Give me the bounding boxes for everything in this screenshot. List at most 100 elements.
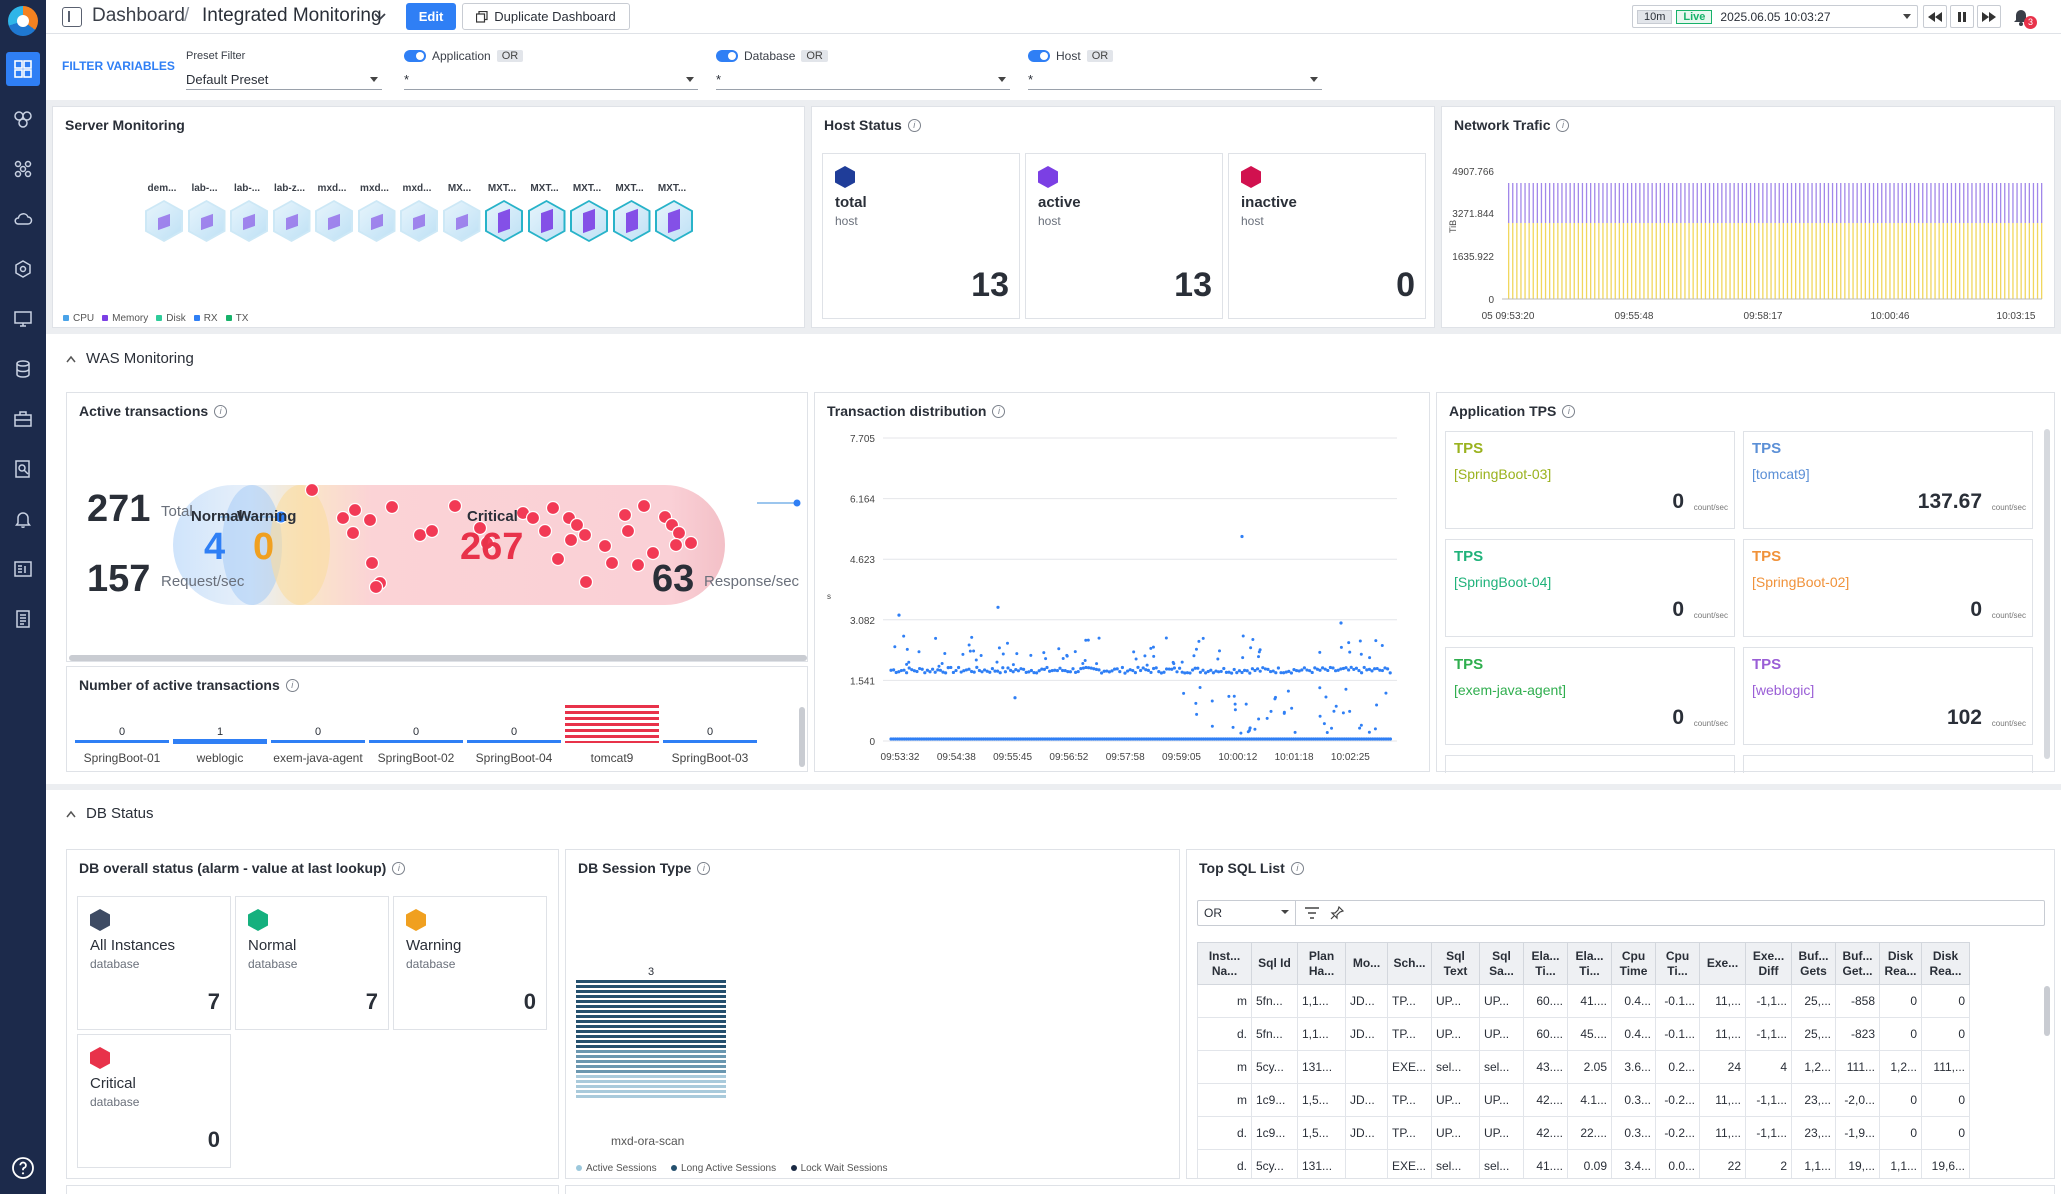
critical-bubble[interactable] (345, 525, 361, 541)
critical-bubble[interactable] (362, 512, 378, 528)
database-toggle[interactable] (716, 50, 738, 62)
server-hexagon[interactable] (485, 200, 523, 242)
column-header[interactable]: Sql Text (1431, 942, 1480, 985)
tps-card[interactable]: TPS [weblogic] 102 count/sec (1743, 647, 2033, 745)
app-logo[interactable] (8, 6, 38, 36)
column-header[interactable]: Sql Id (1251, 942, 1298, 985)
critical-bubble[interactable] (384, 499, 400, 515)
live-badge[interactable]: Live (1676, 9, 1713, 24)
preset-filter-select[interactable]: Default Preset (186, 70, 382, 90)
server-hexagon[interactable] (442, 200, 481, 242)
vertical-scrollbar[interactable] (799, 707, 805, 767)
column-header[interactable]: Exe... (1699, 942, 1746, 985)
column-header[interactable]: Ela... Ti... (1567, 942, 1612, 985)
fast-forward-button[interactable] (1977, 5, 2001, 28)
breadcrumb-current[interactable]: Integrated Monitoring (202, 5, 382, 26)
database-filter-select[interactable]: * (716, 70, 1010, 90)
sql-op-select[interactable]: OR (1198, 901, 1296, 925)
server-hexagon[interactable] (315, 200, 353, 242)
tps-card[interactable]: TPS [SpringBoot-02] 0 count/sec (1743, 539, 2033, 637)
critical-bubble[interactable] (683, 535, 699, 551)
db-status-card[interactable]: All Instances database 7 (77, 896, 231, 1030)
db-status-card[interactable]: Warning database 0 (393, 896, 547, 1030)
active-count-bar[interactable] (565, 705, 659, 743)
nav-report-icon[interactable] (6, 552, 40, 586)
table-row[interactable]: d. 1c9... 1,5... JD... TP... UP... UP... 42....… (1197, 1116, 1970, 1150)
info-icon[interactable]: i (992, 404, 1006, 418)
host-toggle[interactable] (1028, 50, 1050, 62)
column-header[interactable]: Disk Rea... (1879, 942, 1922, 985)
filter-icon[interactable] (1304, 906, 1320, 920)
table-row[interactable]: m 1c9... 1,5... JD... TP... UP... UP... 42.... 4… (1197, 1083, 1970, 1117)
info-icon[interactable]: i (907, 118, 921, 132)
host-or-tag[interactable]: OR (1086, 50, 1114, 62)
table-row[interactable]: m 5fn... 1,1... JD... TP... UP... UP... 60.... 4… (1197, 984, 1970, 1018)
column-header[interactable]: Mo... (1345, 942, 1388, 985)
critical-bubble[interactable] (668, 537, 684, 553)
nav-business-icon[interactable] (6, 402, 40, 436)
database-or-tag[interactable]: OR (801, 50, 828, 62)
column-header[interactable]: Disk Rea... (1921, 942, 1970, 985)
session-bar[interactable] (576, 980, 726, 1098)
active-count-bar[interactable] (173, 739, 267, 744)
tps-card[interactable]: TPS [exem-java-agent] 0 count/sec (1445, 647, 1735, 745)
critical-bubble[interactable] (671, 525, 687, 541)
critical-bubble[interactable] (304, 482, 320, 498)
server-hexagon[interactable] (230, 200, 268, 242)
was-section-header[interactable]: WAS Monitoring (66, 350, 194, 367)
info-icon[interactable]: i (392, 861, 406, 875)
time-range-value[interactable]: 10m (1637, 9, 1673, 24)
notification-bell-icon[interactable]: 3 (2012, 7, 2037, 32)
column-header[interactable]: Cpu Ti... (1655, 942, 1700, 985)
server-hexagon[interactable] (400, 200, 438, 242)
nav-services-icon[interactable] (6, 152, 40, 186)
info-icon[interactable]: i (1290, 861, 1304, 875)
nav-database-icon[interactable] (6, 352, 40, 386)
info-icon[interactable]: i (285, 678, 299, 692)
table-row[interactable]: d. 5cy... 131... EXE... sel... sel... 41.... 0.… (1197, 1149, 1970, 1178)
active-count-bar[interactable] (663, 740, 757, 743)
critical-bubble[interactable] (424, 523, 440, 539)
critical-bubble[interactable] (545, 500, 561, 516)
nav-cloud-icon[interactable] (6, 202, 40, 236)
critical-bubble[interactable] (550, 551, 566, 567)
column-header[interactable]: Exe... Diff (1745, 942, 1792, 985)
nav-analysis-icon[interactable] (6, 452, 40, 486)
critical-bubble[interactable] (563, 532, 579, 548)
critical-bubble[interactable] (479, 535, 495, 551)
info-icon[interactable]: i (1556, 118, 1570, 132)
table-row[interactable]: d. 5fn... 1,1... JD... TP... UP... UP... 60....… (1197, 1017, 1970, 1051)
server-hexagon[interactable] (187, 200, 226, 242)
critical-bubble[interactable] (577, 527, 593, 543)
vertical-scrollbar[interactable] (2044, 986, 2050, 1036)
nav-topology-icon[interactable] (6, 102, 40, 136)
server-hexagon[interactable] (357, 200, 396, 242)
critical-bubble[interactable] (335, 510, 351, 526)
tps-card[interactable]: TPS [SpringBoot-04] 0 count/sec (1445, 539, 1735, 637)
application-filter-select[interactable]: * (404, 70, 698, 90)
horizontal-scrollbar[interactable] (69, 655, 807, 661)
column-header[interactable]: Cpu Time (1611, 942, 1656, 985)
active-count-bar[interactable] (369, 740, 463, 743)
critical-bubble[interactable] (604, 555, 620, 571)
host-active-card[interactable]: active host 13 (1025, 153, 1223, 319)
critical-bubble[interactable] (525, 510, 541, 526)
critical-bubble[interactable] (364, 555, 380, 571)
active-count-bar[interactable] (271, 740, 365, 743)
help-icon[interactable] (9, 1154, 37, 1182)
nav-monitor-icon[interactable] (6, 302, 40, 336)
application-or-tag[interactable]: OR (496, 50, 524, 62)
critical-bubble[interactable] (472, 520, 488, 536)
server-hexagon[interactable] (272, 200, 311, 242)
active-count-bar[interactable] (467, 740, 561, 743)
tps-card[interactable]: TPS [tomcat9] 137.67 count/sec (1743, 431, 2033, 529)
server-hexagon[interactable] (527, 200, 566, 242)
tps-card[interactable]: TPS [SpringBoot-03] 0 count/sec (1445, 431, 1735, 529)
critical-bubble[interactable] (597, 538, 613, 554)
vertical-scrollbar[interactable] (2044, 429, 2050, 759)
sidebar-toggle-icon[interactable] (62, 7, 82, 27)
application-toggle[interactable] (404, 50, 426, 62)
table-row[interactable]: m 5cy... 131... EXE... sel... sel... 43.... 2.0… (1197, 1050, 1970, 1084)
nav-dashboard-icon[interactable] (6, 52, 40, 86)
server-hexagon[interactable] (612, 200, 651, 242)
